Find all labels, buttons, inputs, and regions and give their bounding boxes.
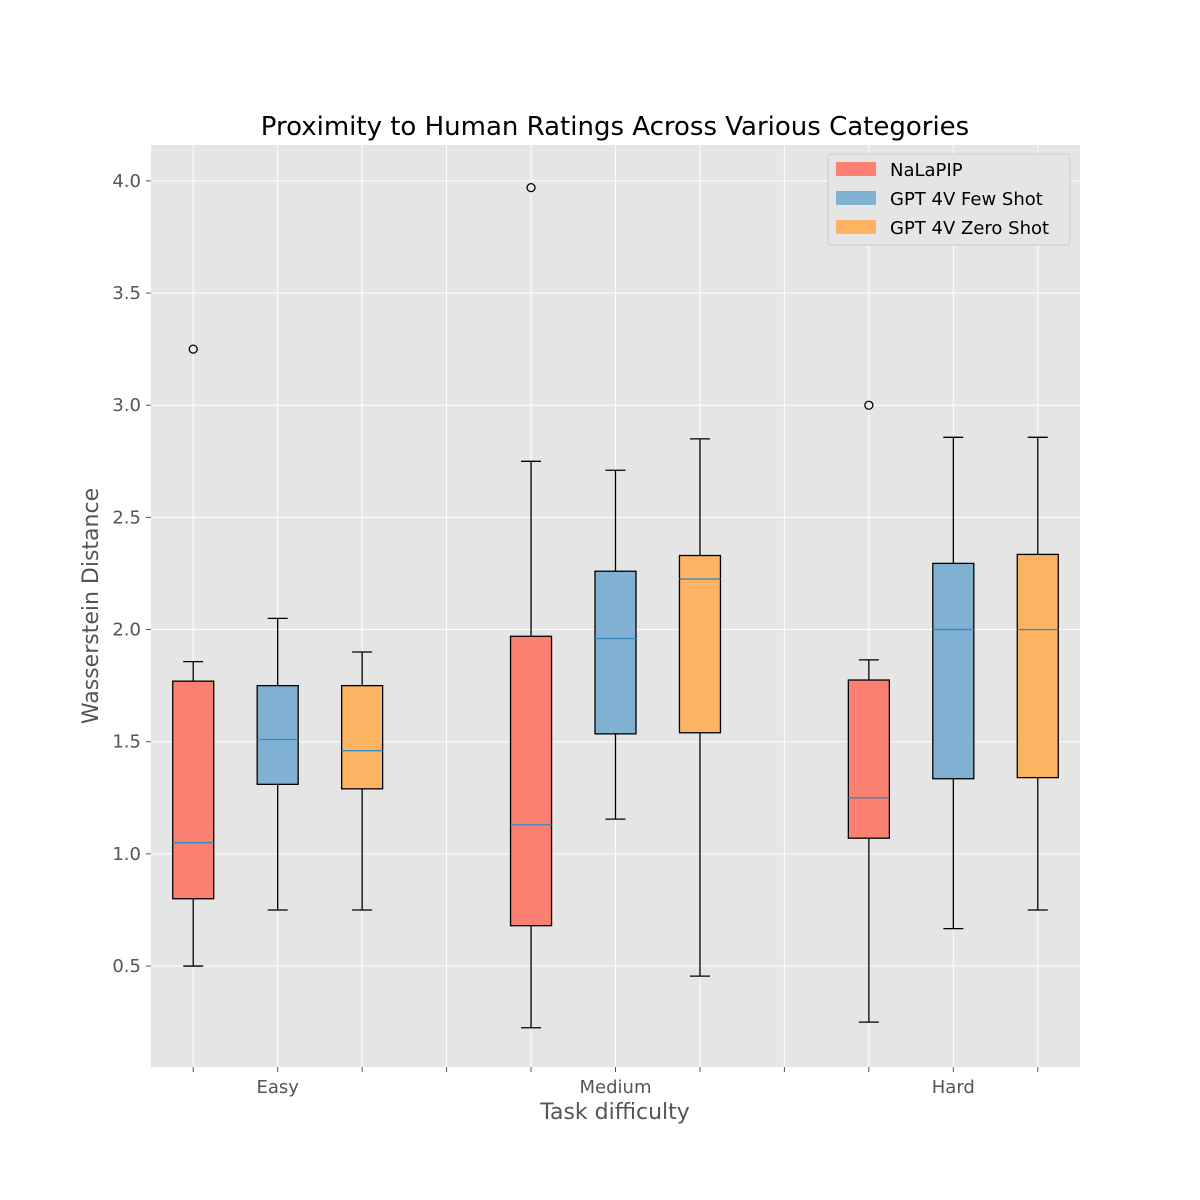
y-tick-label: 2.0: [112, 620, 141, 641]
legend-label-gpt4v-zero-shot: GPT 4V Zero Shot: [890, 218, 1049, 239]
legend-label-nalapip: NaLaPIP: [890, 160, 963, 181]
legend: NaLaPIP GPT 4V Few Shot GPT 4V Zero Shot: [827, 153, 1071, 246]
box-0-2: [847, 400, 891, 1023]
box-body: [340, 684, 384, 790]
y-axis-label: Wasserstein Distance: [79, 488, 104, 724]
x-tick-label-medium: Medium: [580, 1077, 652, 1098]
box-body: [1016, 553, 1059, 779]
box-series: [172, 182, 1059, 1029]
outlier-point: [864, 400, 874, 410]
box-2-2: [1016, 436, 1059, 911]
legend-swatch-gpt4v-few-shot: [836, 191, 876, 205]
box-body: [847, 679, 891, 839]
y-tick-label: 3.0: [112, 395, 141, 416]
box-0-1: [509, 182, 553, 1029]
outlier-point: [526, 182, 536, 193]
legend-frame: [827, 153, 1071, 246]
box-2-0: [340, 651, 384, 911]
box-1-1: [594, 469, 637, 820]
y-tick-label: 2.5: [112, 507, 141, 528]
box-body: [932, 562, 975, 780]
y-tick-label: 1.0: [112, 844, 141, 865]
box-body: [678, 554, 722, 734]
x-tick-label-hard: Hard: [932, 1077, 975, 1098]
box-1-0: [256, 617, 299, 911]
y-tick-label: 1.5: [112, 732, 141, 753]
outlier-point: [188, 344, 198, 354]
box-body: [594, 570, 637, 735]
box-0-0: [172, 344, 215, 967]
box-body: [256, 684, 299, 785]
legend-swatch-nalapip: [836, 162, 876, 176]
x-tick-label-easy: Easy: [256, 1077, 299, 1098]
x-axis-label: Task difficulty: [539, 1100, 690, 1125]
y-tick-label: 0.5: [112, 956, 141, 977]
y-tick-label: 3.5: [112, 283, 141, 304]
box-2-1: [678, 438, 722, 977]
legend-label-gpt4v-few-shot: GPT 4V Few Shot: [890, 189, 1043, 210]
box-body: [172, 680, 215, 900]
box-body: [509, 635, 553, 927]
legend-swatch-gpt4v-zero-shot: [836, 220, 876, 234]
x-axis-ticks: Easy Medium Hard: [192, 1067, 1039, 1098]
chart-title: Proximity to Human Ratings Across Variou…: [261, 112, 969, 142]
y-axis-ticks: 0.5 1.0 1.5 2.0 2.5 3.0 3.5 4.0: [112, 171, 151, 977]
box-1-2: [932, 436, 975, 930]
y-tick-label: 4.0: [112, 171, 141, 192]
